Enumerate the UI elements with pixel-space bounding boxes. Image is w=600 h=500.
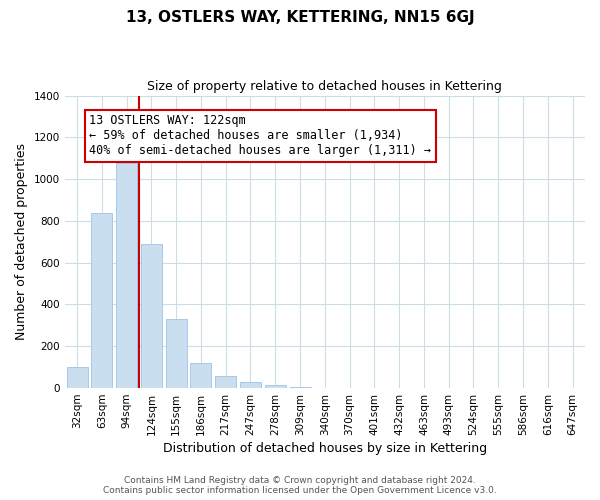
Title: Size of property relative to detached houses in Kettering: Size of property relative to detached ho… <box>148 80 502 93</box>
Text: 13 OSTLERS WAY: 122sqm
← 59% of detached houses are smaller (1,934)
40% of semi-: 13 OSTLERS WAY: 122sqm ← 59% of detached… <box>89 114 431 158</box>
Bar <box>290 387 311 388</box>
Bar <box>265 385 286 388</box>
Text: 13, OSTLERS WAY, KETTERING, NN15 6GJ: 13, OSTLERS WAY, KETTERING, NN15 6GJ <box>125 10 475 25</box>
Bar <box>67 367 88 388</box>
Bar <box>166 319 187 388</box>
Bar <box>91 212 112 388</box>
Bar <box>215 376 236 388</box>
Y-axis label: Number of detached properties: Number of detached properties <box>15 144 28 340</box>
Text: Contains HM Land Registry data © Crown copyright and database right 2024.
Contai: Contains HM Land Registry data © Crown c… <box>103 476 497 495</box>
Bar <box>116 164 137 388</box>
X-axis label: Distribution of detached houses by size in Kettering: Distribution of detached houses by size … <box>163 442 487 455</box>
Bar <box>240 382 261 388</box>
Bar <box>141 244 162 388</box>
Bar <box>190 363 211 388</box>
